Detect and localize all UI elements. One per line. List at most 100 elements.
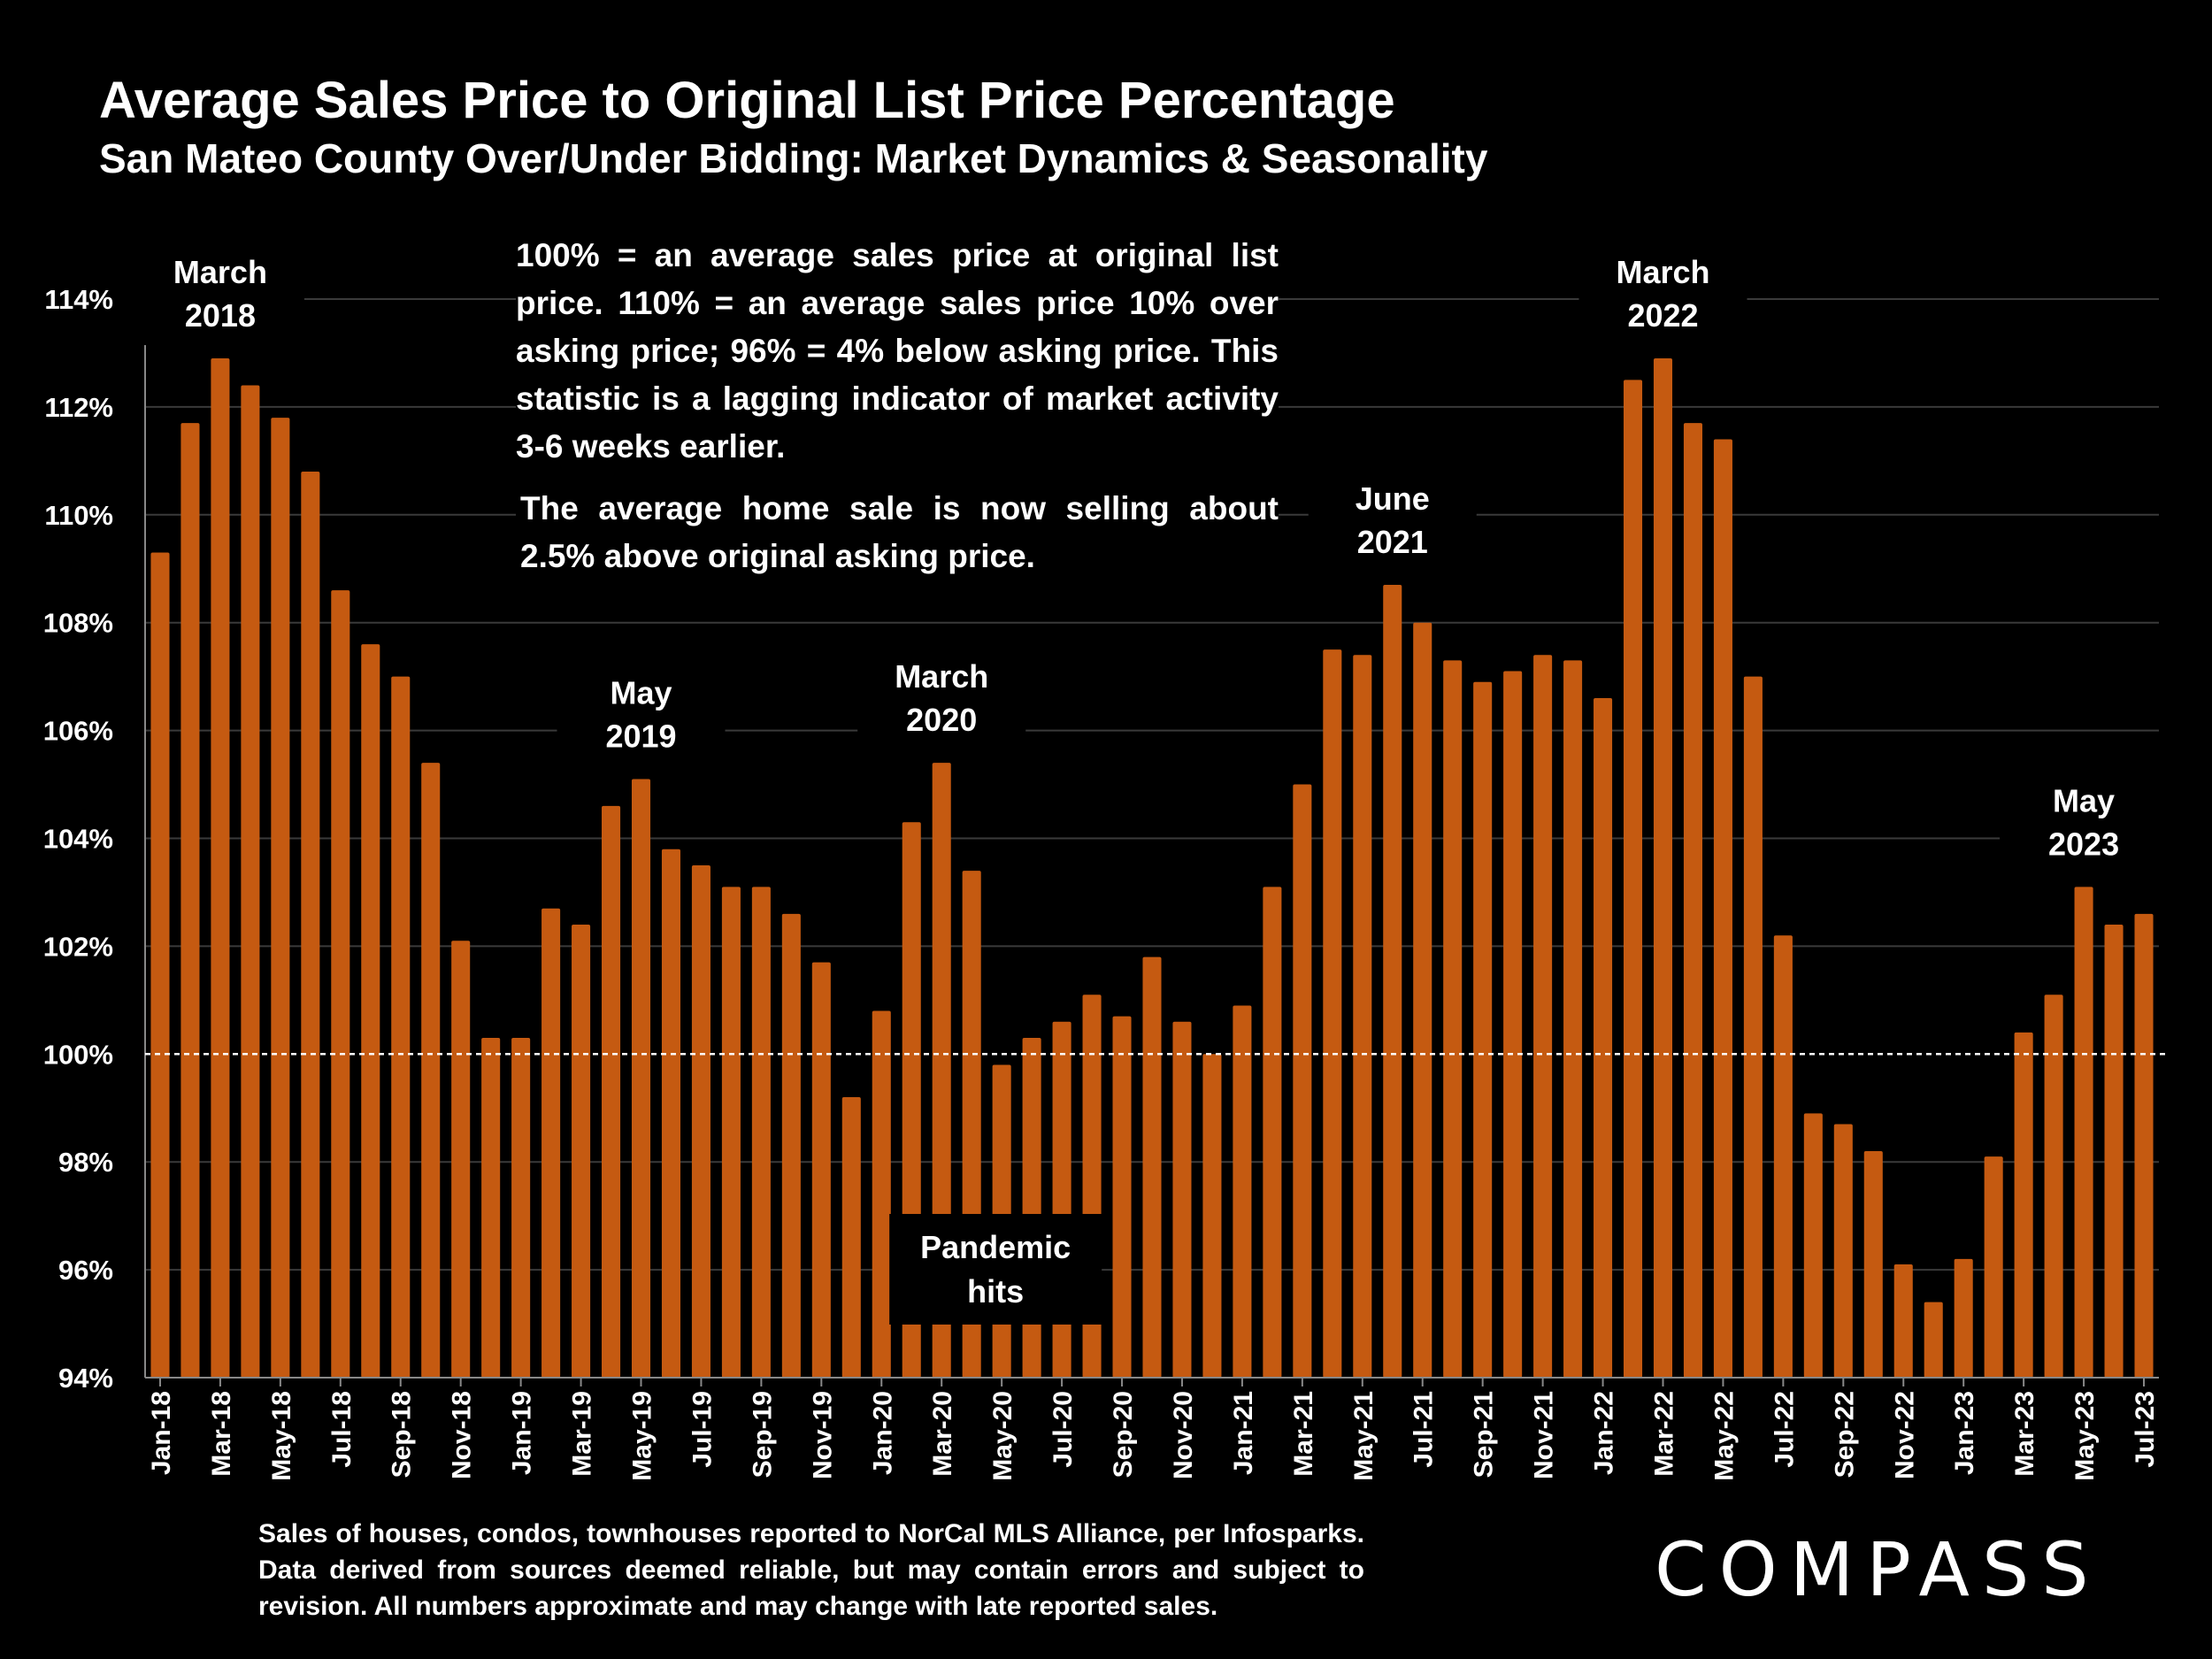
bar [1623, 380, 1643, 1378]
bar [1293, 784, 1312, 1378]
bar [1533, 655, 1553, 1378]
annotation-label: May [2053, 782, 2115, 818]
bar [211, 358, 230, 1378]
bar [1383, 585, 1402, 1378]
x-tick-label: Mar-18 [207, 1391, 236, 1477]
bar [1263, 887, 1282, 1378]
x-tick-label: Jan-19 [508, 1391, 537, 1475]
bar [271, 418, 290, 1379]
bar [301, 472, 320, 1378]
y-tick-label: 112% [44, 392, 113, 423]
annotation-label: 2018 [185, 297, 256, 334]
bar [1473, 681, 1493, 1378]
y-tick-label: 102% [43, 931, 113, 962]
bar [631, 779, 651, 1378]
bar [2074, 887, 2093, 1378]
bar [511, 1038, 531, 1378]
x-tick-label: Sep-22 [1830, 1391, 1859, 1478]
chart-subtitle: San Mateo County Over/Under Bidding: Mar… [99, 135, 1488, 181]
pandemic-callout-label: hits [967, 1273, 1024, 1310]
x-tick-label: Jan-23 [1950, 1391, 1979, 1475]
annotation-label: 2021 [1357, 524, 1428, 560]
bar [751, 887, 771, 1378]
bar [1323, 649, 1342, 1378]
x-tick-label: Jan-21 [1229, 1391, 1258, 1475]
bar [150, 552, 170, 1378]
annotation-label: 2019 [605, 718, 676, 754]
annotation-label: 2020 [906, 702, 977, 738]
bar [451, 941, 471, 1378]
bar [841, 1097, 861, 1378]
x-tick-label: Jul-22 [1770, 1391, 1799, 1468]
bar [481, 1038, 501, 1378]
bar [1112, 1016, 1132, 1378]
x-tick-label: Jan-22 [1590, 1391, 1619, 1475]
y-tick-label: 114% [44, 284, 113, 315]
bar [1172, 1021, 1192, 1378]
x-tick-label: Nov-21 [1530, 1391, 1559, 1479]
bar [391, 676, 411, 1378]
bar [1503, 671, 1523, 1378]
bar [1022, 1038, 1041, 1378]
y-tick-label: 104% [43, 824, 113, 855]
bar [1202, 1054, 1222, 1378]
annotation-label: May [610, 674, 672, 710]
bar [781, 913, 801, 1378]
note-current: The average home sale is now selling abo… [520, 490, 1279, 574]
bar [1443, 660, 1463, 1378]
chart-title: Average Sales Price to Original List Pri… [99, 72, 1395, 129]
x-tick-label: Mar-20 [928, 1391, 957, 1477]
x-tick-label: Nov-20 [1169, 1391, 1198, 1479]
x-tick-label: Mar-23 [2010, 1391, 2039, 1477]
bar [1353, 655, 1372, 1378]
x-tick-label: Jan-18 [147, 1391, 176, 1475]
y-tick-label: 94% [58, 1363, 113, 1394]
x-tick-label: Nov-18 [448, 1391, 477, 1479]
bar [661, 849, 681, 1378]
bar [691, 864, 710, 1378]
bar [1413, 622, 1432, 1378]
bar [1594, 698, 1613, 1378]
x-tick-label: Jan-20 [868, 1391, 897, 1475]
y-tick-label: 106% [43, 716, 113, 747]
annotation-label: 2023 [2048, 826, 2119, 862]
bar [2014, 1032, 2033, 1378]
x-tick-label: Mar-22 [1649, 1391, 1678, 1477]
bar [811, 962, 831, 1378]
bar [1142, 956, 1162, 1378]
bar [872, 1010, 891, 1378]
bar [180, 423, 200, 1378]
x-tick-label: May-23 [2070, 1391, 2100, 1481]
x-tick-label: Sep-20 [1109, 1391, 1138, 1478]
bar [602, 805, 621, 1378]
x-tick-label: Jul-23 [2131, 1391, 2160, 1468]
y-tick-label: 100% [43, 1039, 113, 1070]
bar [1833, 1124, 1853, 1378]
bar [1803, 1113, 1823, 1378]
bar [1954, 1258, 1973, 1378]
y-tick-label: 96% [58, 1255, 113, 1286]
pandemic-callout-label: Pandemic [920, 1229, 1071, 1265]
annotation-box [557, 668, 726, 766]
x-tick-label: Jul-18 [327, 1391, 357, 1468]
x-tick-label: Sep-18 [388, 1391, 417, 1478]
bar [331, 590, 350, 1378]
bar [1743, 676, 1763, 1378]
bar [2044, 995, 2063, 1378]
x-tick-label: May-22 [1709, 1391, 1739, 1481]
pandemic-callout-box [889, 1214, 1102, 1325]
bar [1893, 1264, 1913, 1378]
bar [1863, 1151, 1883, 1378]
bar [1233, 1005, 1252, 1378]
bar [1924, 1302, 1943, 1378]
x-tick-label: May-19 [628, 1391, 657, 1481]
bar [2104, 925, 2124, 1378]
x-tick-label: Jul-20 [1048, 1391, 1078, 1468]
x-tick-label: Mar-21 [1289, 1391, 1318, 1477]
annotation-box [1308, 474, 1477, 572]
bar [1984, 1156, 2003, 1378]
bar [1683, 423, 1702, 1378]
x-tick-label: May-18 [267, 1391, 296, 1481]
bar [541, 908, 561, 1378]
bar [241, 385, 260, 1378]
